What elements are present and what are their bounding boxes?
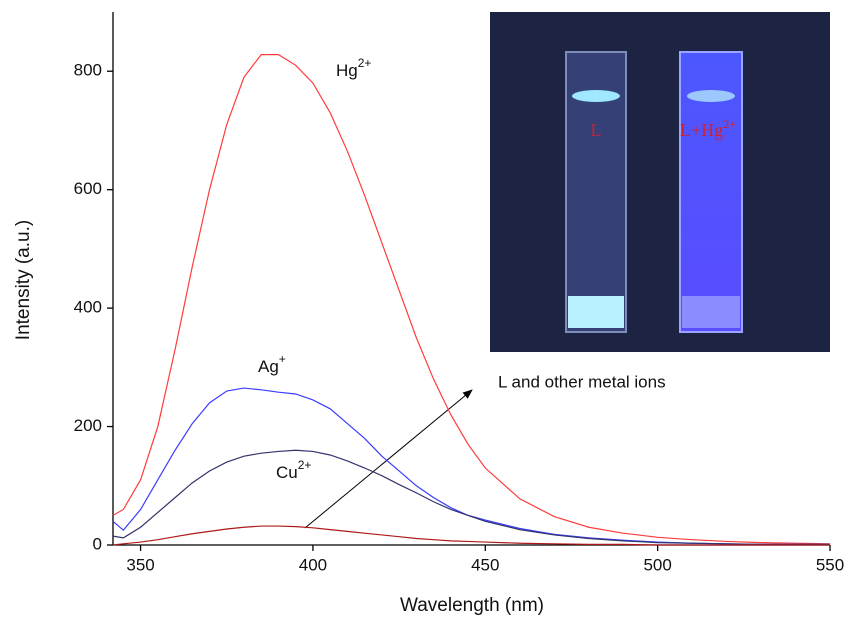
x-tick-label: 400 [299,555,327,574]
y-axis-title: Intensity (a.u.) [13,220,34,340]
series-label-sup: + [279,352,286,366]
cuvette-base [682,296,740,328]
chart: L L+Hg2+ L and other metal ions Waveleng… [0,0,849,623]
x-tick-label: 350 [126,555,154,574]
series-line [113,526,830,545]
y-tick-label: 0 [93,534,102,553]
x-tick-label: 550 [816,555,844,574]
photo-bg [490,12,830,352]
annotation: L and other metal ions [498,372,666,391]
y-tick-label: 600 [74,179,102,198]
cuvette-base [568,296,624,328]
series-label-name: Ag [258,357,279,376]
series-label: Ag+ [258,352,286,376]
series-line [113,388,830,544]
inset-label-main: L+Hg [680,120,723,140]
inset-photo: L L+Hg2+ [490,12,830,352]
x-tick-label: 450 [471,555,499,574]
series-label: Cu2+ [276,458,311,482]
inset-label: L [591,120,602,140]
page: {"chart_data": {"type": "line", "xlabel"… [0,0,849,623]
meniscus [687,90,735,102]
series-label-sup: 2+ [298,458,312,472]
series-label-sup: 2+ [358,56,372,70]
y-tick-label: 400 [74,298,102,317]
series-label: Hg2+ [336,56,371,80]
y-tick-label: 800 [74,61,102,80]
y-tick-label: 200 [74,416,102,435]
inset-label-sup: 2+ [723,117,736,131]
series-label-name: Cu [276,463,298,482]
series-label-name: Hg [336,61,358,80]
x-axis-title: Wavelength (nm) [400,595,544,616]
meniscus [572,90,620,102]
x-tick-label: 500 [643,555,671,574]
